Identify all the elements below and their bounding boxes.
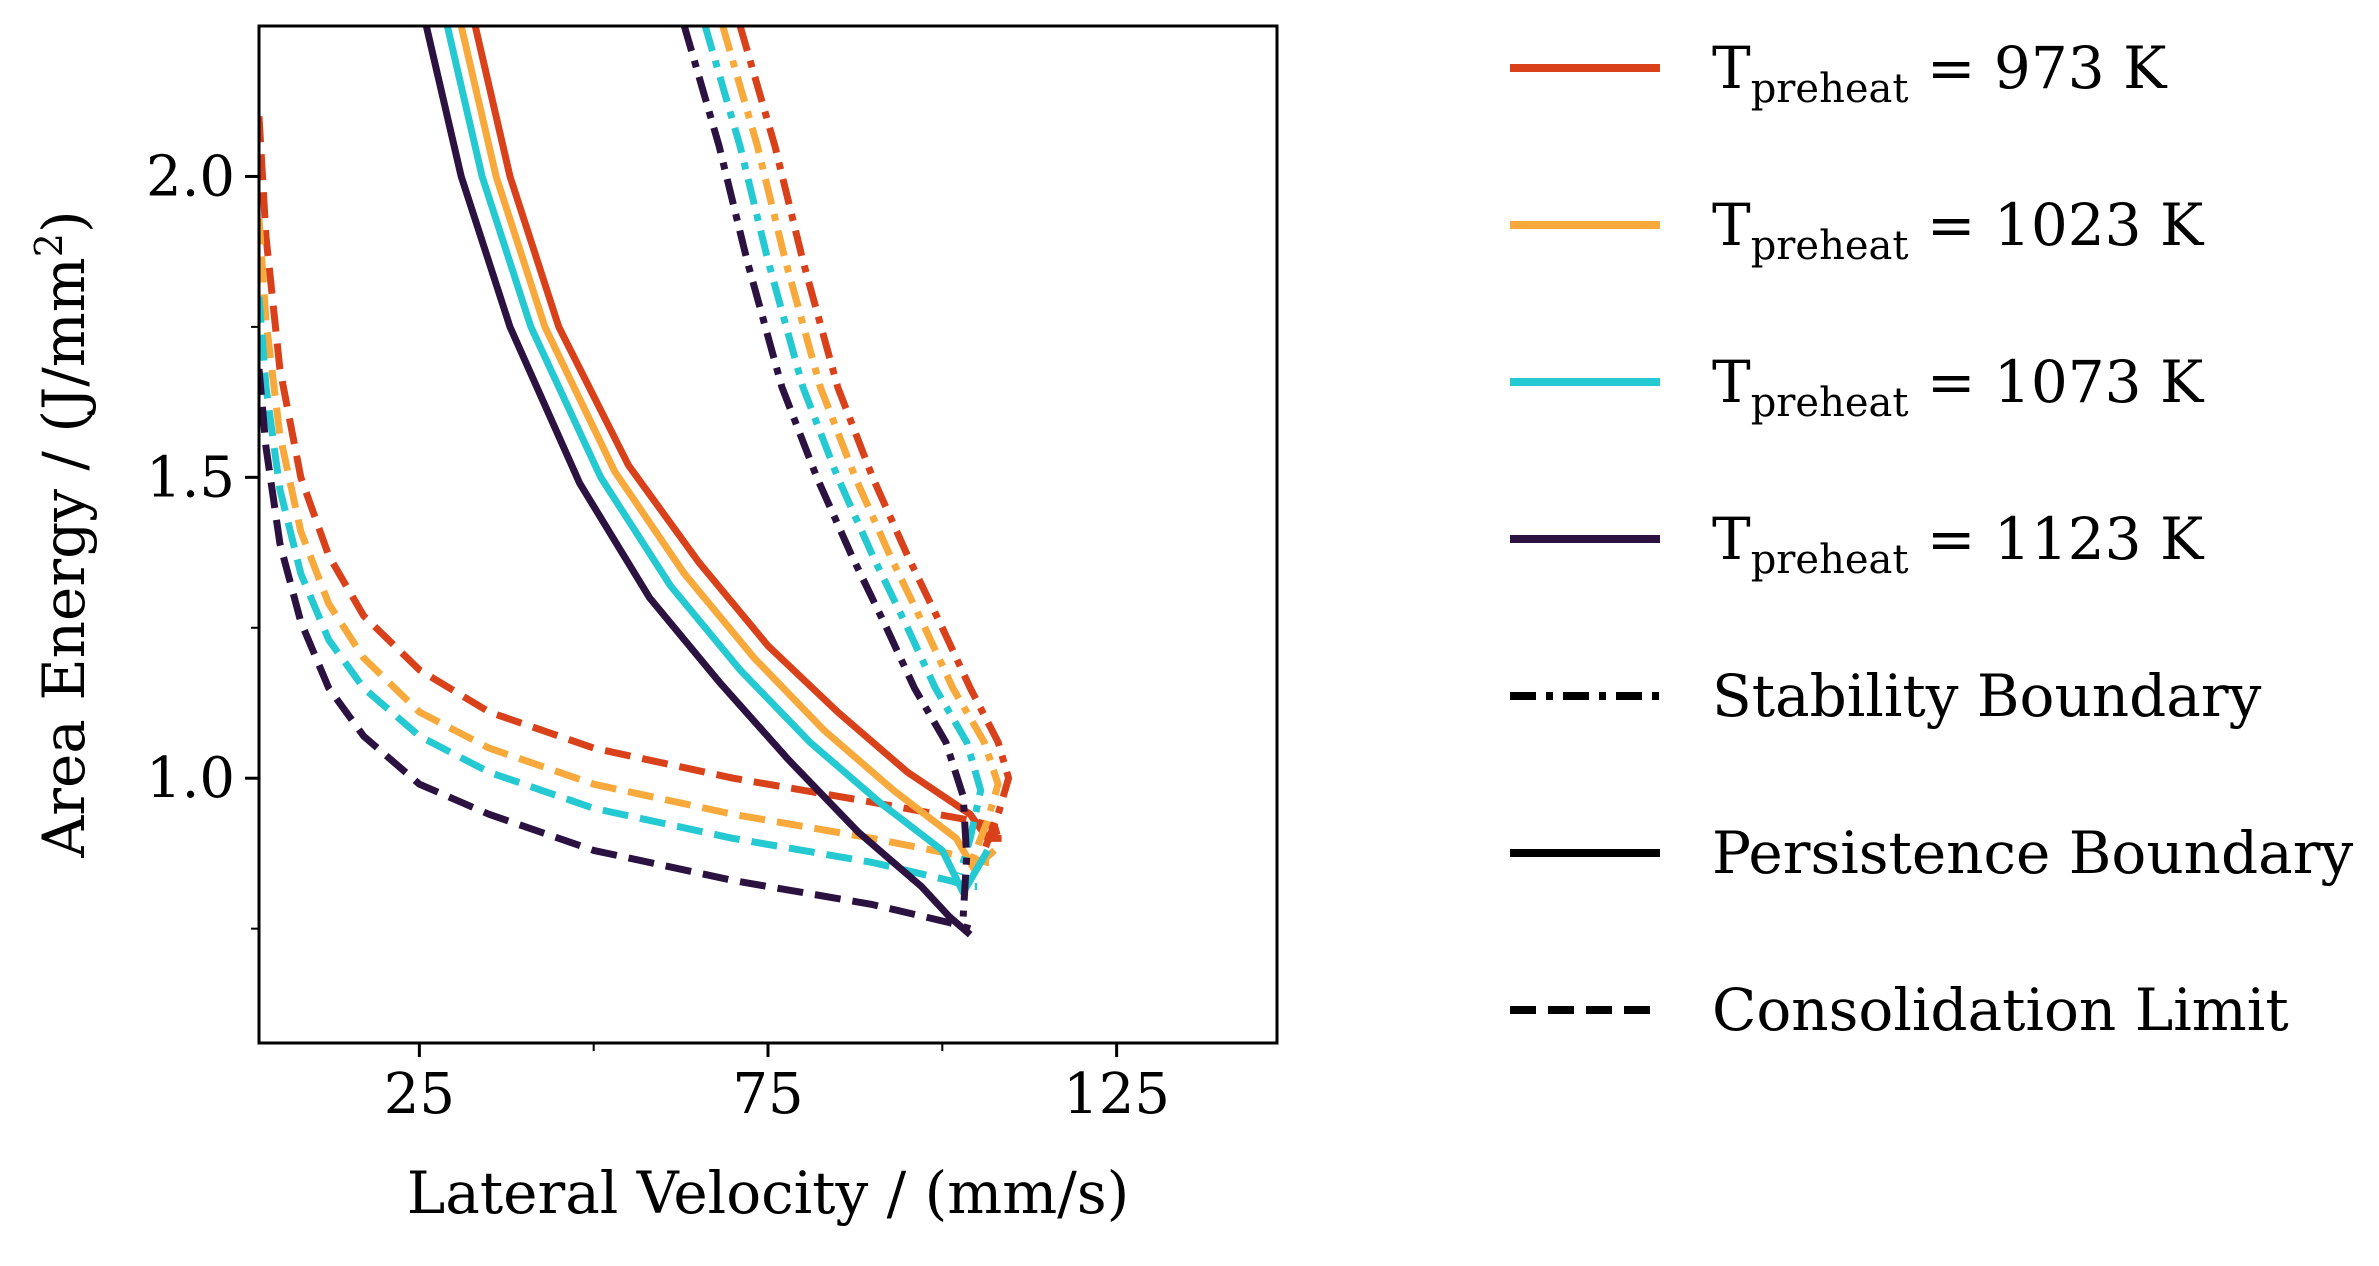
series-1123-stability-line bbox=[680, 26, 971, 917]
legend-label-main: T bbox=[1712, 505, 1751, 573]
legend-label-rest: = 1123 K bbox=[1908, 505, 2205, 573]
legend-label-sub: preheat bbox=[1751, 66, 1909, 112]
series-1123-consolidation-line bbox=[259, 368, 972, 933]
legend-label: Tpreheat = 1023 K bbox=[1712, 191, 2205, 269]
legend-label-rest: = 973 K bbox=[1908, 34, 2168, 102]
legend-label-rest: = 1023 K bbox=[1908, 191, 2205, 259]
series-1023-consolidation-line bbox=[259, 218, 992, 866]
y-axis-label: Area Energy / (J/mm2) bbox=[27, 210, 98, 858]
legend-label: Consolidation Limit bbox=[1712, 976, 2289, 1044]
legend-label: Tpreheat = 1123 K bbox=[1712, 505, 2205, 583]
x-axis-label: Lateral Velocity / (mm/s) bbox=[407, 1159, 1129, 1227]
legend-entry: Tpreheat = 1073 K bbox=[1510, 348, 2205, 426]
series-1123-persistence-line bbox=[422, 26, 973, 938]
legend-entry: Tpreheat = 1023 K bbox=[1510, 191, 2205, 269]
y-axis-label-sup: 2 bbox=[27, 233, 71, 257]
series-layer bbox=[259, 26, 1013, 938]
legend-label-sub: preheat bbox=[1751, 380, 1909, 426]
series-1073-persistence-line bbox=[443, 26, 991, 897]
legend-label: Persistence Boundary bbox=[1712, 819, 2353, 887]
series-1023-stability-line bbox=[719, 26, 1002, 858]
series-1023-persistence-line bbox=[457, 26, 997, 872]
legend-label-rest: = 1073 K bbox=[1908, 348, 2205, 416]
y-tick-label: 1.5 bbox=[146, 445, 235, 510]
legend-entry: Persistence Boundary bbox=[1510, 819, 2353, 887]
legend-entry: Tpreheat = 1123 K bbox=[1510, 505, 2205, 583]
legend-label-main: T bbox=[1712, 191, 1751, 259]
x-tick-label: 125 bbox=[1063, 1062, 1170, 1127]
legend-label: Stability Boundary bbox=[1712, 662, 2262, 730]
legend-entry: Tpreheat = 973 K bbox=[1510, 34, 2168, 112]
legend-label-sub: preheat bbox=[1751, 223, 1909, 269]
legend-label-main: T bbox=[1712, 348, 1751, 416]
y-tick-label: 2.0 bbox=[146, 144, 235, 209]
legend-label-main: T bbox=[1712, 34, 1751, 102]
legend-entry: Stability Boundary bbox=[1510, 662, 2262, 730]
y-axis-label-prefix: Area Energy / (J/mm bbox=[30, 257, 98, 858]
x-axis: 25 75 125 bbox=[384, 1043, 1170, 1127]
series-1073-stability-line bbox=[701, 26, 985, 876]
y-axis-label-suffix: ) bbox=[30, 210, 98, 233]
x-tick-label: 25 bbox=[384, 1062, 455, 1127]
series-1073-consolidation-line bbox=[259, 296, 978, 890]
series-973-stability-line bbox=[736, 26, 1013, 852]
y-tick-label: 1.0 bbox=[146, 746, 235, 811]
legend-label-sub: preheat bbox=[1751, 537, 1909, 583]
legend-label: Tpreheat = 1073 K bbox=[1712, 348, 2205, 426]
legend-entry: Consolidation Limit bbox=[1510, 976, 2289, 1044]
legend-label: Tpreheat = 973 K bbox=[1712, 34, 2168, 112]
y-axis: 1.0 1.5 2.0 bbox=[146, 144, 259, 930]
x-tick-label: 75 bbox=[732, 1062, 803, 1127]
series-973-consolidation-line bbox=[259, 116, 1002, 840]
